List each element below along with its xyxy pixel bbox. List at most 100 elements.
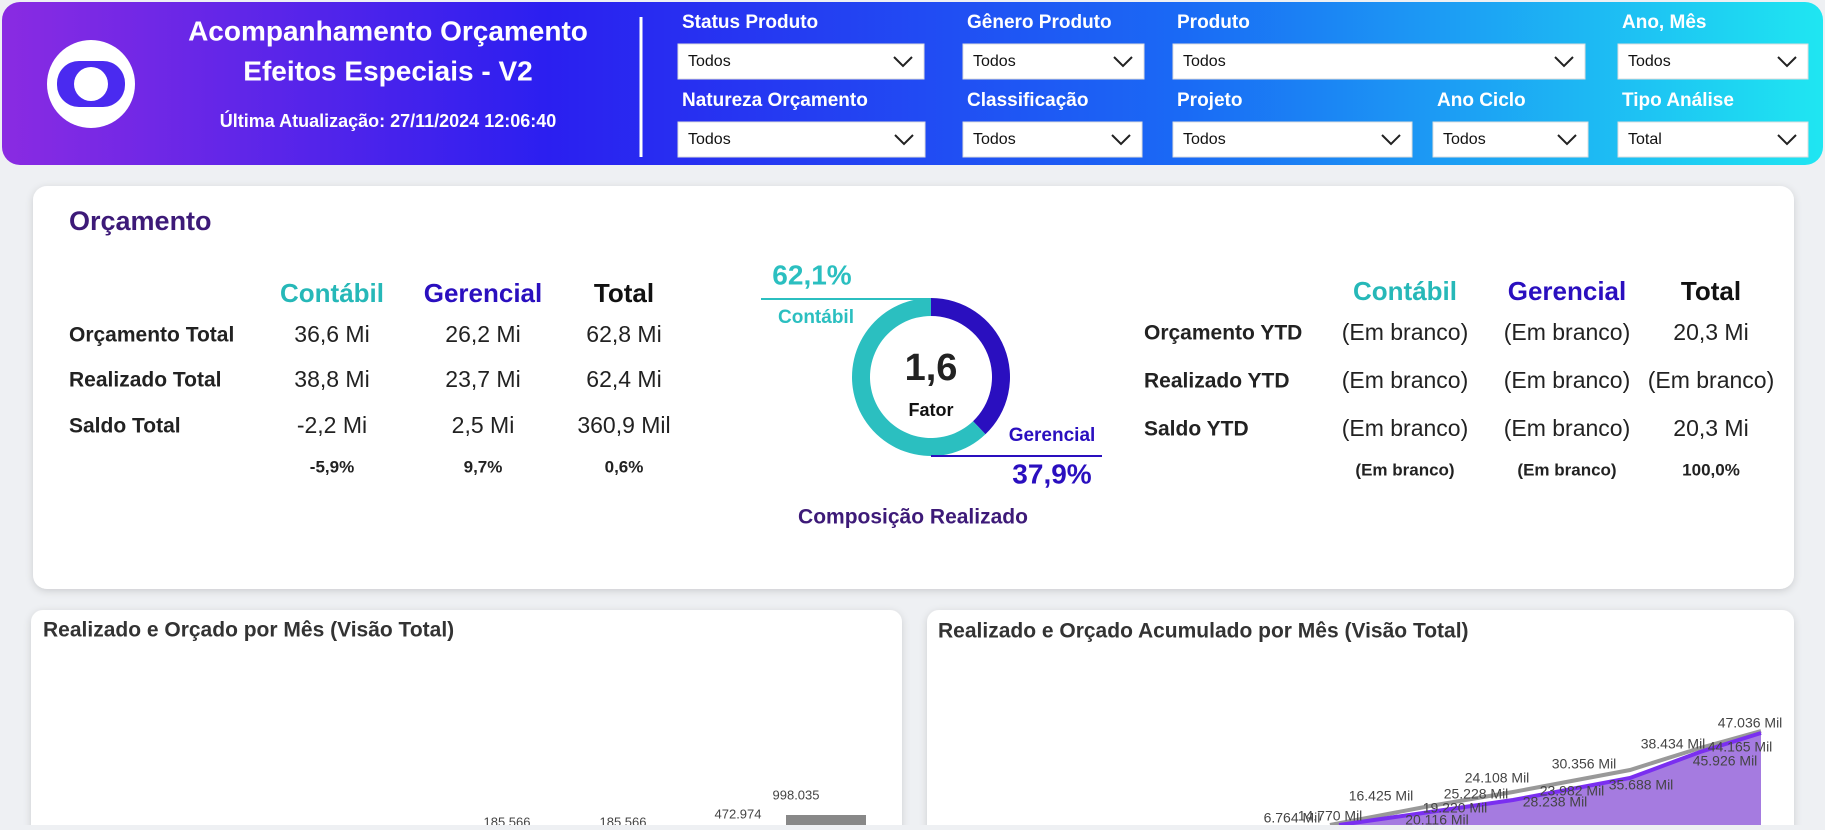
cell-value: (Em branco) <box>1648 367 1775 393</box>
segment-percent: 37,9% <box>1012 458 1091 489</box>
filter-value: Todos <box>1183 53 1226 70</box>
chart-title: Realizado e Orçado por Mês (Visão Total) <box>43 619 454 642</box>
title: Acompanhamento Orçamento <box>188 15 588 46</box>
cell-value: 23,7 Mi <box>445 366 520 392</box>
donut-title: Composição Realizado <box>798 506 1028 529</box>
dropdown-chevron <box>1381 134 1401 146</box>
data-label: 185.566 <box>600 814 647 825</box>
filter-dropdown[interactable] <box>1172 121 1413 158</box>
filter-dropdown[interactable] <box>1617 121 1809 158</box>
filter-value: Todos <box>688 131 731 148</box>
column-header: Gerencial <box>1508 276 1627 306</box>
column-header: Contábil <box>280 278 384 308</box>
dropdown-chevron <box>1777 56 1797 68</box>
filter-value: Todos <box>973 131 1016 148</box>
filter-label: Gênero Produto <box>967 12 1112 33</box>
row-label: Saldo YTD <box>1144 418 1249 441</box>
data-label: 35.688 Mil <box>1609 777 1674 793</box>
cell-value: 20,3 Mi <box>1673 319 1748 345</box>
filter-label: Projeto <box>1177 90 1242 111</box>
filter-label: Status Produto <box>682 12 818 33</box>
percent-value: -5,9% <box>310 457 354 476</box>
percent-value: 0,6% <box>605 457 644 476</box>
percent-value: (Em branco) <box>1517 460 1616 479</box>
column-header: Gerencial <box>424 278 543 308</box>
segment-name: Gerencial <box>1009 425 1096 446</box>
donut-center-value: 1,6 <box>905 347 958 389</box>
row-label: Orçamento Total <box>69 324 234 347</box>
cell-value: -2,2 Mi <box>297 412 367 438</box>
data-label: 16.425 Mil <box>1349 788 1414 804</box>
filter-dropdown[interactable] <box>962 121 1143 158</box>
data-label: 45.926 Mil <box>1693 753 1758 769</box>
data-label: 14.770 Mil <box>1298 808 1363 824</box>
column-header: Total <box>594 278 654 308</box>
filter-label: Natureza Orçamento <box>682 90 868 111</box>
data-label: 185.566 <box>484 814 531 825</box>
dropdown-chevron <box>1777 134 1797 146</box>
dropdown-chevron <box>1111 134 1131 146</box>
cell-value: 2,5 Mi <box>452 412 515 438</box>
data-label: 20.116 Mil <box>1405 812 1469 825</box>
filter-label: Tipo Análise <box>1622 90 1734 111</box>
cell-value: (Em branco) <box>1504 367 1631 393</box>
data-label: 44.165 Mil <box>1708 739 1773 755</box>
data-label: 25.228 Mil <box>1444 786 1509 802</box>
last-update: Última Atualização: 27/11/2024 12:06:40 <box>220 110 557 131</box>
row-label: Saldo Total <box>69 415 181 438</box>
filter-label: Classificação <box>967 90 1088 111</box>
filter-value: Todos <box>1628 53 1671 70</box>
chart-title: Realizado e Orçado Acumulado por Mês (Vi… <box>938 620 1469 643</box>
cell-value: (Em branco) <box>1342 415 1469 441</box>
donut-segment <box>852 298 986 456</box>
dropdown-chevron <box>1557 134 1577 146</box>
filter-label: Produto <box>1177 12 1250 33</box>
filter-label: Ano, Mês <box>1622 12 1706 33</box>
cell-value: 62,4 Mi <box>586 366 661 392</box>
row-label: Realizado YTD <box>1144 370 1289 393</box>
card-title: Orçamento <box>69 206 212 236</box>
column-header: Contábil <box>1353 276 1457 306</box>
percent-value: 9,7% <box>464 457 503 476</box>
data-label: 47.036 Mil <box>1718 715 1783 731</box>
dropdown-chevron <box>893 56 913 68</box>
bar-fragment <box>786 815 866 825</box>
cell-value: 360,9 Mil <box>577 412 670 438</box>
cell-value: 62,8 Mi <box>586 321 661 347</box>
cell-value: 26,2 Mi <box>445 321 520 347</box>
percent-value: (Em branco) <box>1355 460 1454 479</box>
filter-dropdown[interactable] <box>677 43 925 80</box>
filter-value: Todos <box>688 53 731 70</box>
filter-dropdown[interactable] <box>962 43 1145 80</box>
dropdown-chevron <box>894 134 914 146</box>
logo <box>47 40 135 128</box>
data-label: 472.974 <box>715 806 762 821</box>
data-label: 998.035 <box>773 787 820 802</box>
segment-percent: 62,1% <box>772 259 851 290</box>
data-label: 38.434 Mil <box>1641 736 1706 752</box>
cell-value: (Em branco) <box>1342 367 1469 393</box>
filter-dropdown[interactable] <box>1617 43 1809 80</box>
cell-value: (Em branco) <box>1342 319 1469 345</box>
dropdown-chevron <box>1113 56 1133 68</box>
data-label: 28.238 Mil <box>1523 794 1588 810</box>
row-label: Orçamento YTD <box>1144 322 1302 345</box>
title: Efeitos Especiais - V2 <box>243 55 532 86</box>
filter-value: Todos <box>1443 131 1486 148</box>
data-label: 24.108 Mil <box>1465 770 1530 786</box>
data-label: 19.220 Mil <box>1423 800 1488 816</box>
cell-value: 38,8 Mi <box>294 366 369 392</box>
filter-label: Ano Ciclo <box>1437 90 1526 111</box>
filter-dropdown[interactable] <box>1172 43 1586 80</box>
filter-dropdown[interactable] <box>677 121 926 158</box>
percent-value: 100,0% <box>1682 460 1740 479</box>
cell-value: (Em branco) <box>1504 415 1631 441</box>
data-label: 23.982 Mil <box>1540 783 1605 799</box>
cell-value: 20,3 Mi <box>1673 415 1748 441</box>
chart-card <box>31 610 902 830</box>
data-label: 30.356 Mil <box>1552 756 1617 772</box>
cell-value: (Em branco) <box>1504 319 1631 345</box>
dropdown-chevron <box>1554 56 1574 68</box>
